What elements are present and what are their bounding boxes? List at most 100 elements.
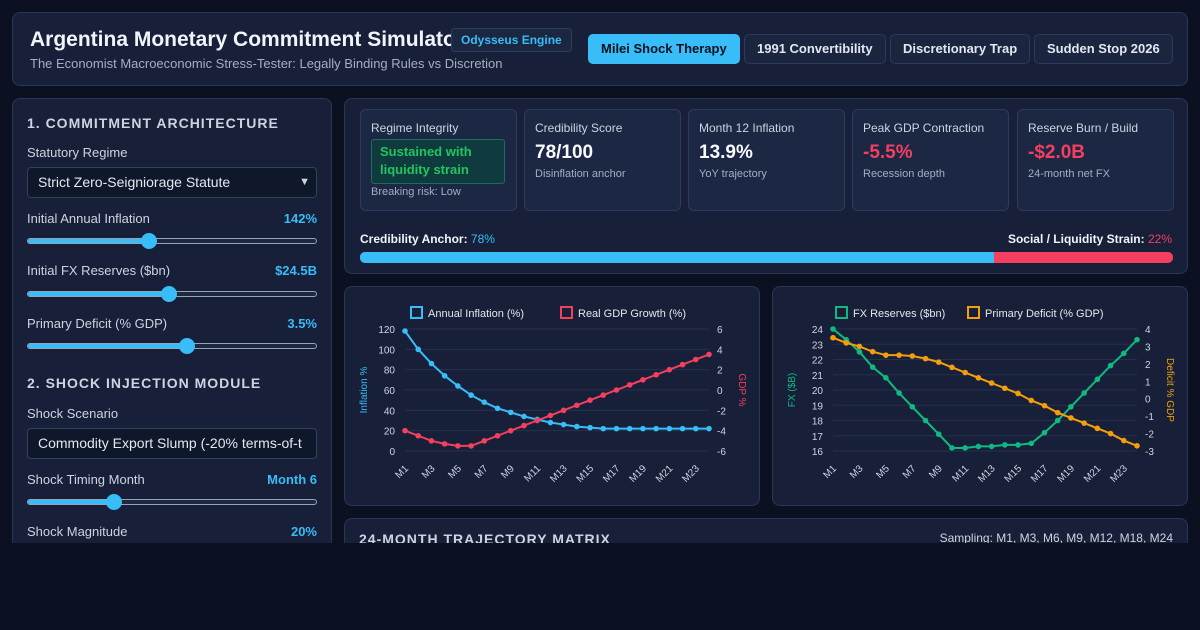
x-tick-label: M3 [420,463,438,481]
data-point [988,443,995,450]
y-tick-label: 16 [812,447,824,458]
data-point [922,355,929,362]
shock-scenario-value: Commodity Export Slump (-20% terms-of-t [38,435,302,451]
data-point [587,397,593,403]
magnitude-label: Shock Magnitude [27,524,128,539]
reserves-value: $24.5B [275,263,317,278]
data-point [962,369,968,376]
page-subtitle: The Economist Macroeconomic Stress-Teste… [30,56,503,71]
metric-sub: Disinflation anchor [535,168,626,180]
x-tick-label: M5 [874,463,892,481]
series-line [832,328,1138,449]
data-point [1002,385,1008,392]
data-point [534,417,540,424]
chevron-down-icon: ▼ [299,176,310,188]
y2-tick-label: -4 [717,427,726,438]
slider-thumb[interactable] [161,286,178,302]
strain-label-text: Social / Liquidity Strain: [1007,232,1145,246]
slider-thumb[interactable] [106,494,122,510]
scenario-button-milei[interactable]: Milei Shock Therapy [588,34,740,64]
series-line [404,330,709,430]
data-point [653,371,659,378]
metric-sub: 24-month net FX [1028,168,1110,180]
y2-tick-label: 3 [1145,342,1151,353]
x-tick-label: M23 [680,463,702,485]
data-point [935,431,942,438]
data-point [1081,390,1087,396]
slider-track [27,343,317,349]
x-tick-label: M11 [522,463,543,484]
slider-fill [28,500,115,504]
y-tick-label: 19 [812,401,824,412]
data-point [869,348,876,355]
data-point [1028,440,1035,447]
anchor-value: 78% [470,232,495,246]
y-tick-label: 24 [812,325,824,336]
data-point [1015,442,1021,448]
legend-swatch [967,306,980,319]
x-tick-label: M13 [548,463,570,485]
y2-tick-label: -3 [1145,447,1154,458]
shock-scenario-label: Shock Scenario [27,406,119,421]
data-point [468,392,474,398]
data-point [600,392,607,398]
y2-tick-label: -2 [717,406,726,417]
section-title-commitment: 1. COMMITMENT ARCHITECTURE [27,115,279,131]
data-point [1134,442,1140,449]
data-point [600,425,607,432]
integrity-status-badge: Sustained with liquidity strain [371,139,505,184]
data-point [962,445,968,451]
scenario-button-convertibility[interactable]: 1991 Convertibility [744,34,886,64]
matrix-sampling: Sampling: M1, M3, M6, M9, M12, M18, M24 [939,531,1173,545]
reserves-deficit-chart: FX Reserves ($bn) Primary Deficit (% GDP)… [772,286,1188,506]
y-tick-label: 20 [384,427,396,438]
shock-scenario-select[interactable]: Commodity Export Slump (-20% terms-of-t [27,428,317,459]
data-point [692,356,699,363]
data-point [428,438,435,444]
magnitude-value: 20% [290,524,317,539]
slider-thumb[interactable] [140,233,157,249]
scenario-button-discretionary[interactable]: Discretionary Trap [890,34,1031,64]
y-tick-label: 23 [812,340,824,351]
regime-label: Statutory Regime [27,145,128,160]
reserves-slider[interactable] [27,286,317,302]
deficit-value: 3.5% [287,316,317,331]
data-point [856,343,863,350]
control-sidebar: 1. COMMITMENT ARCHITECTURE Statutory Reg… [12,98,332,558]
page-bottom-background [0,543,1200,630]
legend-swatch [410,306,423,319]
data-point [587,424,593,431]
data-point [843,340,850,346]
inflation-slider[interactable] [27,233,317,249]
data-point [679,361,686,368]
regime-select-value: Strict Zero-Seigniorage Statute [38,174,231,190]
metric-label: Peak GDP Contraction [863,121,985,135]
data-point [626,425,633,432]
y2-tick-label: 2 [717,366,723,377]
data-point [640,377,646,383]
data-point [441,441,448,447]
y-tick-label: 40 [384,406,396,417]
data-point [1107,430,1114,437]
timing-slider[interactable] [27,494,317,510]
data-point [1041,429,1048,436]
data-point [455,443,461,449]
data-point [830,326,836,332]
slider-fill [28,344,187,348]
data-point [1094,376,1101,383]
data-point [574,402,580,409]
x-tick-label: M5 [446,463,464,481]
data-point [521,413,527,420]
regime-select[interactable]: Strict Zero-Seigniorage Statute ▼ [27,167,317,198]
deficit-slider[interactable] [27,338,317,354]
y-axis-label: Inflation % [359,367,370,414]
data-point [1120,350,1127,357]
x-tick-label: M19 [1056,463,1078,485]
data-point [666,425,673,432]
y2-tick-label: 4 [717,345,723,356]
slider-thumb[interactable] [178,338,195,354]
credibility-strain-bar [360,252,1173,263]
scenario-button-sudden-stop[interactable]: Sudden Stop 2026 [1034,34,1173,64]
data-point [547,419,554,426]
y2-tick-label: -6 [717,447,726,458]
